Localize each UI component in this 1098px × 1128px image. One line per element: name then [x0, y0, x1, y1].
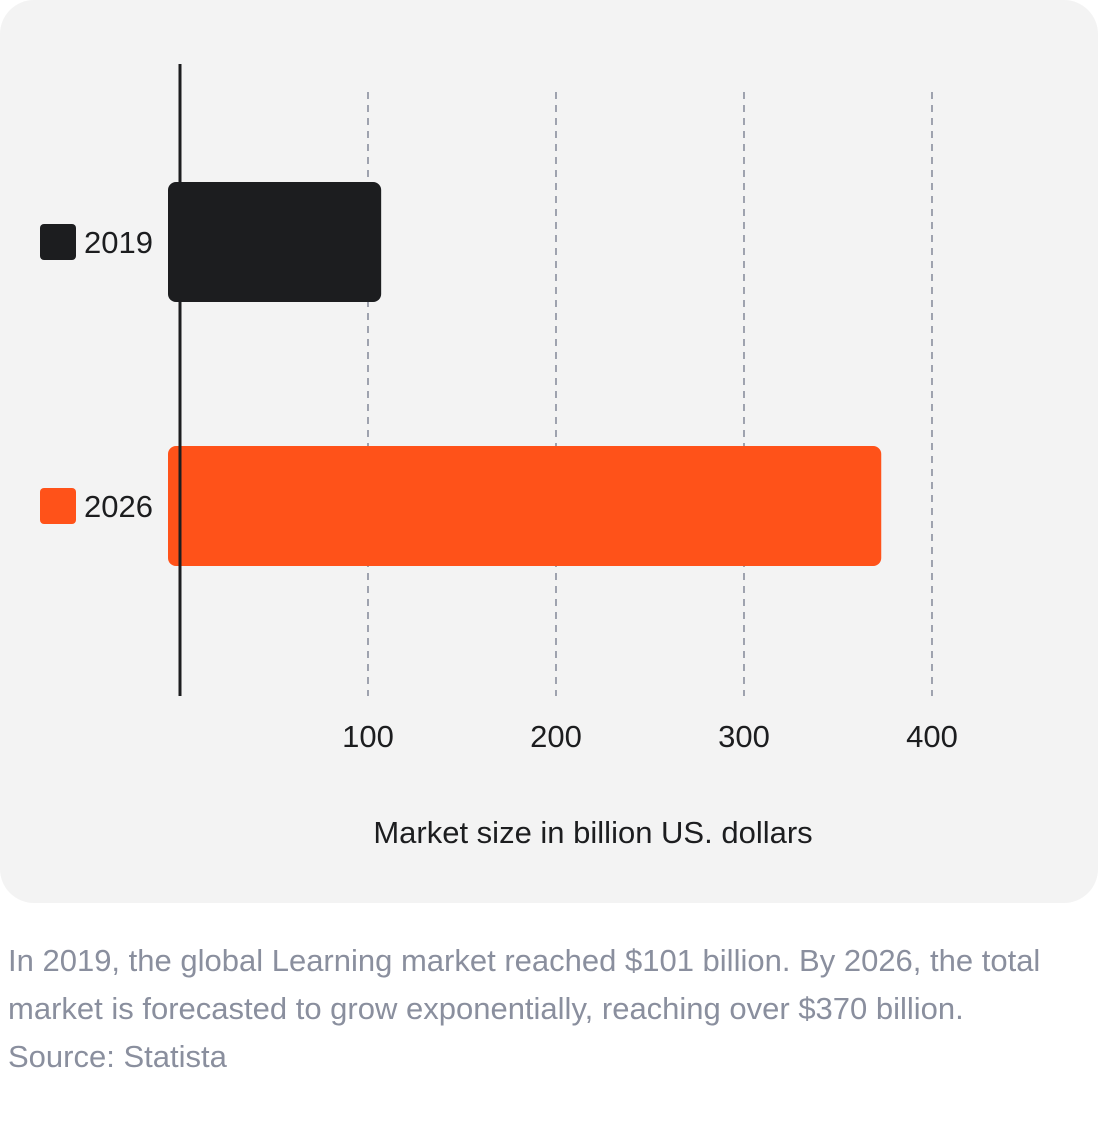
chart-card: 100 200 300 400 2019 2026 Market size in bil…	[0, 0, 1098, 903]
chart-caption: In 2019, the global Learning market reac…	[8, 937, 1093, 1081]
legend-swatch-2019	[40, 224, 76, 260]
caption-text: In 2019, the global Learning market reac…	[8, 943, 1041, 1026]
x-tick-label: 400	[906, 719, 958, 754]
x-axis-title: Market size in billion US. dollars	[373, 815, 812, 850]
bar-2026	[168, 446, 882, 566]
category-label-2019: 2019	[84, 225, 153, 260]
x-tick-label: 300	[718, 719, 770, 754]
x-tick-label: 100	[342, 719, 394, 754]
bar-2019	[168, 182, 382, 302]
category-label-2026: 2026	[84, 489, 153, 524]
caption-source: Source: Statista	[8, 1039, 227, 1074]
legend-swatch-2026	[40, 488, 76, 524]
bar-chart: 100 200 300 400 2019 2026 Market size in bil…	[40, 64, 958, 850]
x-tick-label: 200	[530, 719, 582, 754]
